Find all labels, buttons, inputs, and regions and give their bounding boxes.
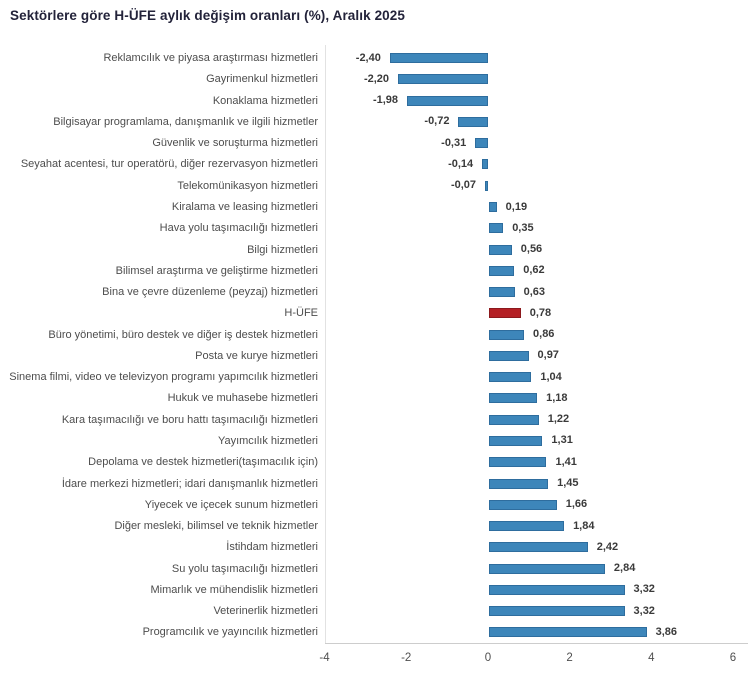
category-label: Diğer mesleki, bilimsel ve teknik hizmet… (114, 520, 318, 533)
value-label: 0,86 (533, 328, 555, 341)
bar-sector[interactable] (458, 116, 488, 127)
bar-sector[interactable] (488, 372, 532, 383)
bar-sector[interactable] (389, 53, 488, 64)
category-label: Reklamcılık ve piyasa araştırması hizmet… (103, 52, 318, 65)
bar-sector[interactable] (488, 584, 625, 595)
value-label: 0,78 (529, 306, 552, 319)
bar-sector[interactable] (488, 499, 557, 510)
category-label: İstihdam hizmetleri (226, 541, 318, 554)
category-label: Posta ve kurye hizmetleri (195, 349, 318, 362)
bar-h-ufe[interactable] (488, 308, 521, 319)
bar-sector[interactable] (488, 521, 565, 532)
value-label: -1,98 (372, 94, 399, 107)
value-label: 1,04 (540, 370, 562, 383)
category-label-h-ufe: H-ÜFE (284, 307, 318, 320)
category-label: Hava yolu taşımacılığı hizmetleri (159, 222, 318, 235)
value-label: -0,07 (450, 179, 477, 192)
category-label: Su yolu taşımacılığı hizmetleri (171, 562, 318, 575)
category-label: Kara taşımacılığı ve boru hattı taşımacı… (61, 413, 318, 426)
bar-sector[interactable] (488, 393, 538, 404)
value-label: 0,19 (505, 200, 528, 213)
category-label: Seyahat acentesi, tur operatörü, diğer r… (20, 158, 318, 171)
bar-sector[interactable] (482, 159, 488, 170)
category-label: Bilgi hizmetleri (247, 243, 318, 256)
category-label: Bilimsel araştırma ve geliştirme hizmetl… (115, 264, 318, 277)
plot-left-border (324, 45, 326, 643)
bar-sector[interactable] (488, 329, 525, 340)
category-label: İdare merkezi hizmetleri; idari danışman… (61, 477, 318, 490)
value-label: 1,22 (547, 413, 570, 426)
value-label: 2,84 (613, 562, 636, 575)
value-label: -0,31 (441, 136, 467, 149)
bar-sector[interactable] (488, 202, 497, 213)
x-axis-tick-label: -4 (319, 652, 330, 664)
value-label: 3,32 (633, 583, 655, 596)
value-label: 0,56 (520, 243, 543, 256)
value-label: 1,84 (573, 519, 595, 532)
value-label: 0,35 (512, 221, 534, 234)
category-label: Mimarlık ve mühendislik hizmetleri (150, 583, 319, 596)
category-label: Bina ve çevre düzenleme (peyzaj) hizmetl… (102, 286, 318, 299)
value-label: 1,41 (555, 455, 577, 468)
bar-sector[interactable] (398, 74, 488, 85)
value-label: 0,63 (523, 285, 546, 298)
bar-sector[interactable] (488, 542, 588, 553)
x-axis-tick-label: 4 (648, 652, 655, 664)
category-label: Veterinerlik hizmetleri (213, 605, 318, 618)
x-axis-line (324, 643, 748, 644)
category-label: Sinema filmi, video ve televizyon progra… (9, 371, 318, 384)
category-label: Programcılık ve yayıncılık hizmetleri (142, 626, 318, 639)
x-axis-tick-label: 2 (566, 652, 573, 664)
bar-sector[interactable] (488, 265, 515, 276)
category-label: Gayrimenkul hizmetleri (206, 73, 318, 86)
value-label: 1,45 (557, 477, 579, 490)
value-label: -2,20 (363, 72, 390, 85)
category-label: Güvenlik ve soruşturma hizmetleri (152, 137, 318, 150)
x-axis-tick-label: 6 (729, 652, 737, 664)
x-axis-tick-label: -2 (401, 652, 412, 664)
category-label: Yayımcılık hizmetleri (217, 434, 318, 447)
category-label: Hukuk ve muhasebe hizmetleri (167, 392, 318, 405)
bar-sector[interactable] (488, 223, 504, 234)
bar-sector[interactable] (488, 287, 515, 298)
bar-sector[interactable] (488, 244, 512, 255)
category-label: Konaklama hizmetleri (212, 94, 318, 107)
bar-sector[interactable] (488, 563, 605, 574)
category-label: Büro yönetimi, büro destek ve diğer iş d… (48, 328, 318, 341)
bar-sector[interactable] (488, 478, 549, 489)
chart-title: Sektörlere göre H-ÜFE aylık değişim oran… (10, 8, 405, 23)
bar-sector[interactable] (475, 138, 488, 149)
category-label: Depolama ve destek hizmetleri(taşımacılı… (88, 456, 318, 469)
value-label: -2,40 (355, 51, 381, 64)
category-label: Bilgisayar programlama, danışmanlık ve i… (53, 115, 318, 128)
bar-sector[interactable] (407, 95, 488, 106)
value-label: 3,32 (633, 604, 655, 617)
value-label: 0,97 (537, 349, 559, 362)
value-label: -0,72 (424, 115, 450, 128)
bar-sector[interactable] (488, 435, 543, 446)
value-label: -0,14 (448, 157, 474, 170)
value-label: 2,42 (596, 540, 619, 553)
value-label: 1,18 (546, 391, 568, 404)
bar-sector[interactable] (488, 606, 625, 617)
category-label: Yiyecek ve içecek sunum hizmetleri (144, 498, 318, 511)
value-label: 1,31 (551, 434, 573, 447)
bar-sector[interactable] (488, 414, 539, 425)
value-label: 1,66 (565, 498, 588, 511)
category-label: Telekomünikasyon hizmetleri (177, 179, 318, 192)
bar-sector[interactable] (488, 457, 547, 468)
x-axis-tick-label: 0 (484, 652, 492, 664)
bar-sector[interactable] (488, 627, 647, 638)
bar-sector[interactable] (485, 180, 488, 191)
value-label: 0,62 (523, 264, 545, 277)
category-label: Kiralama ve leasing hizmetleri (171, 201, 318, 214)
value-label: 3,86 (655, 625, 677, 638)
bar-sector[interactable] (488, 350, 529, 361)
